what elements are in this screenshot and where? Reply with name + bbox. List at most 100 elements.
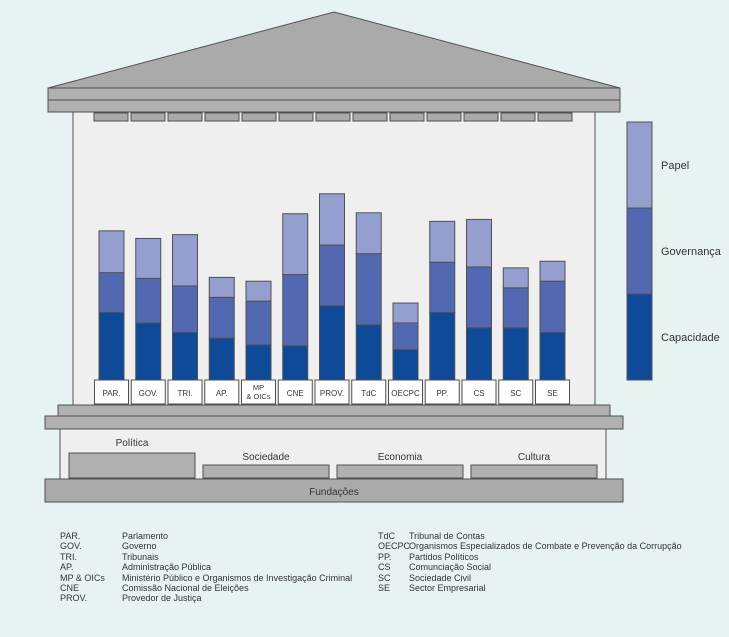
platform-band-2 [44,415,624,430]
category-label-text: PP. [436,389,448,398]
category-label-tdc: TdC [351,379,387,405]
bar-capacidade-mp-oics [245,344,272,381]
bar-papel-mp-oics [245,280,272,302]
bar-governanca-tri [172,285,198,334]
legend-swatch-papel [626,121,653,209]
glossary-text: Sociedade Civil [409,572,472,583]
glossary-text: Administração Pública [122,562,212,573]
frieze-block [500,112,536,122]
frieze-block [278,112,314,122]
bar-capacidade-tri [172,332,198,381]
glossary-abbr: CS [378,562,391,573]
bar-capacidade-ap [208,337,235,381]
bar-papel-gov [135,237,162,279]
bar-capacidade-cs [466,327,492,381]
frieze-block [315,112,351,122]
glossary-abbr: SE [378,583,391,594]
glossary-text: Provedor de Justiça [122,593,202,604]
frieze-block [204,112,240,122]
frieze-block [426,112,462,122]
sociedade-label: Sociedade [242,452,290,463]
category-label-cs: CS [461,379,497,405]
category-label-text: TRI. [177,389,192,398]
frieze-block [537,112,573,122]
frieze-block [389,112,425,122]
legend-label-governanca: Governança [661,246,722,258]
category-label-oecpc: OECPC [388,379,423,405]
category-label-gov: GOV. [130,379,166,405]
roof-band-1 [47,87,621,101]
bar-capacidade-prov [319,305,345,381]
category-label-box [388,379,423,405]
bar-capacidade-gov [135,322,162,381]
bar-governanca-se [539,280,566,334]
glossary-abbr: PP. [378,551,392,562]
legend-swatch-capacidade [626,293,653,381]
category-label-text: SC [510,389,521,398]
glossary-abbr: GOV. [60,541,82,552]
category-label-box [241,379,276,405]
category-label-text: CNE [287,389,304,398]
category-label-box [277,379,313,405]
bar-governanca-cs [466,266,492,329]
glossary-entry: MP & OICs Ministério Público e Organismos… [60,573,352,583]
glossary-abbr: SC [378,572,391,583]
category-label-box [461,379,497,405]
category-label-box [498,379,534,405]
glossary-text: Comunciação Social [409,562,492,573]
economia-label: Economia [378,452,423,463]
glossary-text: Tribunal de Contas [409,531,485,541]
bar-papel-ap [208,276,235,298]
category-label-pp: PP. [424,379,460,405]
glossary-entry: PP. Partidos Políticos [378,552,682,562]
bar-capacidade-cne [282,345,309,381]
bar-governanca-mp-oics [245,300,272,346]
sociedade-step [202,464,330,479]
glossary-left: PAR. Parlamento GOV. Governo TRI. Tribunais… [60,531,352,604]
category-label-box [167,379,203,405]
bar-capacidade-par [98,312,125,381]
cultura-step [470,464,598,479]
category-label-text: GOV. [139,389,158,398]
glossary-entry: AP. Administração Pública [60,562,352,572]
bar-capacidade-sc [502,327,529,381]
glossary-entry: CNE Comissão Nacional de Eleições [60,583,352,593]
bar-papel-par [98,230,125,274]
category-label-text: PROV. [320,389,344,398]
economia-step [336,464,464,479]
glossary-abbr: OECPC [378,541,411,552]
glossary-abbr: TRI. [60,551,77,562]
category-label-par: PAR. [94,379,129,405]
category-labels: PAR. GOV. TRI. AP. MP& OICs CNE PROV. TdC OECPC P… [94,379,570,405]
glossary-abbr: PROV. [60,593,88,604]
bar-governanca-sc [502,287,529,329]
category-label-text: TdC [361,389,376,398]
category-label-text: MP [253,383,264,392]
bar-governanca-oecpc [392,322,419,351]
glossary-entry: SC Sociedade Civil [378,573,682,583]
category-label-box [351,379,387,405]
glossary-text: Ministério Público e Organismos de Inves… [122,572,353,583]
glossary-abbr: AP. [60,562,74,573]
glossary-entry: CS Comunciação Social [378,562,682,572]
bar-papel-cne [282,213,309,276]
frieze-block [167,112,203,122]
glossary-abbr: PAR. [60,531,81,541]
frieze [93,112,573,122]
cultura-label: Cultura [518,452,551,463]
glossary-entry: PROV. Provedor de Justiça [60,593,352,603]
category-label-box [314,379,350,405]
bar-papel-tri [172,234,198,287]
bar-papel-sc [502,267,529,289]
category-label-text: & OICs [246,392,270,401]
category-label-box [424,379,460,405]
glossary-text: Partidos Políticos [409,551,479,562]
category-label-cne: CNE [277,379,313,405]
category-label-sc: SC [498,379,534,405]
category-label-text: CS [473,389,484,398]
category-label-text: PAR. [102,389,120,398]
glossary-text: Governo [122,541,157,552]
category-label-text: AP. [216,389,228,398]
bar-governanca-tdc [355,253,382,326]
glossary-entry: TdC Tribunal de Contas [378,531,682,541]
